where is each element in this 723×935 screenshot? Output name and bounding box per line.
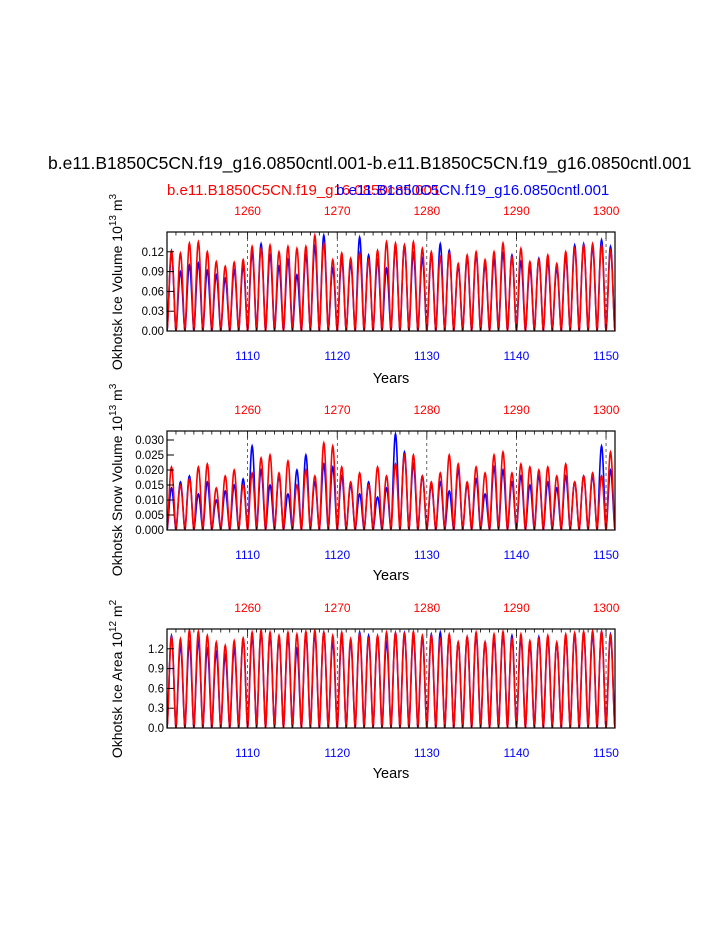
series-red-line [167, 232, 615, 331]
x-axis-title: Years [373, 766, 410, 782]
x-tick-label-top: 1300 [593, 403, 620, 417]
y-axis-title-unit: m [109, 199, 125, 215]
x-tick-label-bottom: 1120 [324, 746, 350, 760]
x-tick-label-bottom: 1120 [324, 548, 350, 562]
y-tick-label: 0.12 [142, 247, 164, 259]
x-tick-label-bottom: 1130 [414, 746, 440, 760]
y-tick-label: 1.2 [148, 644, 164, 656]
chart-panel-2: 0.000 0.005 0.010 0.015 0.020 0.025 0.030 1110 1… [108, 383, 620, 584]
y-axis-title-main: Okhotsk Snow Volume 10 [109, 416, 125, 577]
x-tick-label-bottom: 1140 [504, 746, 530, 760]
plot-frame [166, 231, 616, 332]
y-axis-title-unit-exponent: 3 [108, 383, 119, 389]
x-tick-label-top: 1260 [234, 204, 261, 218]
legend-red-case: b.e11.B1850C5CN.f19_g16.0850cntl.001 [167, 182, 441, 199]
y-tick-label: 0.3 [148, 703, 164, 715]
page-title: b.e11.B1850C5CN.f19_g16.0850cntl.001-b.e… [0, 153, 723, 177]
x-tick-label-bottom: 1150 [593, 548, 619, 562]
x-tick-label-top: 1290 [503, 601, 530, 615]
x-tick-label-top: 1290 [503, 204, 530, 218]
series-blue-line [167, 431, 615, 530]
x-tick-label-bottom: 1140 [504, 349, 530, 363]
x-tick-label-bottom: 1130 [414, 349, 440, 363]
x-tick-label-top: 1260 [234, 403, 261, 417]
y-tick-label: 0.010 [135, 495, 164, 507]
x-tick-label-top: 1260 [234, 601, 261, 615]
x-tick-label-top: 1270 [324, 601, 351, 615]
x-tick-label-top: 1270 [324, 204, 351, 218]
y-axis-title: Okhotsk Snow Volume 1013 m3 [108, 383, 125, 576]
x-axis-title: Years [373, 371, 410, 387]
series-group [167, 232, 615, 331]
x-axis-title: Years [373, 568, 410, 584]
series-group [167, 629, 615, 728]
x-tick-label-bottom: 1130 [414, 548, 440, 562]
x-tick-label-bottom: 1150 [593, 746, 619, 760]
x-tick-label-top: 1280 [413, 601, 440, 615]
y-tick-label: 0.06 [142, 286, 164, 298]
x-tick-label-bottom: 1110 [235, 548, 260, 562]
y-tick-label: 0.000 [135, 525, 164, 537]
chart-panel-3: 0.0 0.3 0.6 0.9 1.2 1110 1120 1130 1140 1150 1260 1… [108, 599, 620, 782]
y-tick-label: 0.020 [135, 465, 164, 477]
x-tick-label-top: 1300 [593, 601, 620, 615]
y-axis-title: Okhotsk Ice Volume 1013 m3 [108, 193, 125, 370]
x-tick-label-bottom: 1150 [593, 349, 619, 363]
series-blue-line [167, 232, 615, 331]
y-tick-label: 0.09 [142, 267, 164, 279]
y-tick-label: 0.0 [148, 723, 164, 735]
y-axis-title-main: Okhotsk Ice Volume 10 [109, 226, 125, 370]
y-tick-label: 0.030 [135, 435, 164, 447]
y-tick-label: 0.9 [148, 664, 164, 676]
y-tick-label: 0.005 [135, 510, 164, 522]
series-red-line [167, 629, 615, 728]
y-tick-label: 0.025 [135, 450, 164, 462]
page-title-text: b.e11.B1850C5CN.f19_g16.0850cntl.001-b.e… [48, 153, 692, 173]
x-tick-label-top: 1280 [413, 403, 440, 417]
x-tick-label-top: 1300 [593, 204, 620, 218]
x-tick-label-top: 1270 [324, 403, 351, 417]
legend-blue-case: b.e11.B1850C5CN.f19_g16.0850cntl.001 [336, 182, 610, 199]
x-tick-label-top: 1280 [413, 204, 440, 218]
y-axis-title-exponent: 13 [108, 215, 119, 227]
x-tick-label-bottom: 1140 [504, 548, 530, 562]
y-axis-title-unit-exponent: 3 [108, 193, 119, 199]
y-tick-label: 0.6 [148, 683, 164, 695]
y-axis-title-exponent: 13 [108, 404, 119, 416]
y-axis-title-exponent: 12 [108, 621, 119, 633]
y-tick-label: 0.015 [135, 480, 164, 492]
y-axis-title-unit: m [109, 605, 125, 621]
series-red-line [167, 440, 615, 530]
x-tick-label-top: 1290 [503, 403, 530, 417]
chart-panel-1: 0.00 0.03 0.06 0.09 0.12 1110 1120 1130 1140 1150… [108, 193, 620, 387]
y-tick-label: 0.03 [142, 306, 164, 318]
y-tick-label: 0.00 [142, 326, 164, 338]
y-axis-title-unit-exponent: 2 [108, 599, 119, 605]
series-group [167, 431, 615, 530]
y-axis-title: Okhotsk Ice Area 1012 m2 [108, 599, 125, 758]
y-axis-title-unit: m [109, 389, 125, 405]
x-tick-label-bottom: 1120 [324, 349, 350, 363]
y-axis-title-main: Okhotsk Ice Area 10 [109, 632, 125, 758]
x-tick-label-bottom: 1110 [235, 349, 260, 363]
x-tick-label-bottom: 1110 [235, 746, 260, 760]
